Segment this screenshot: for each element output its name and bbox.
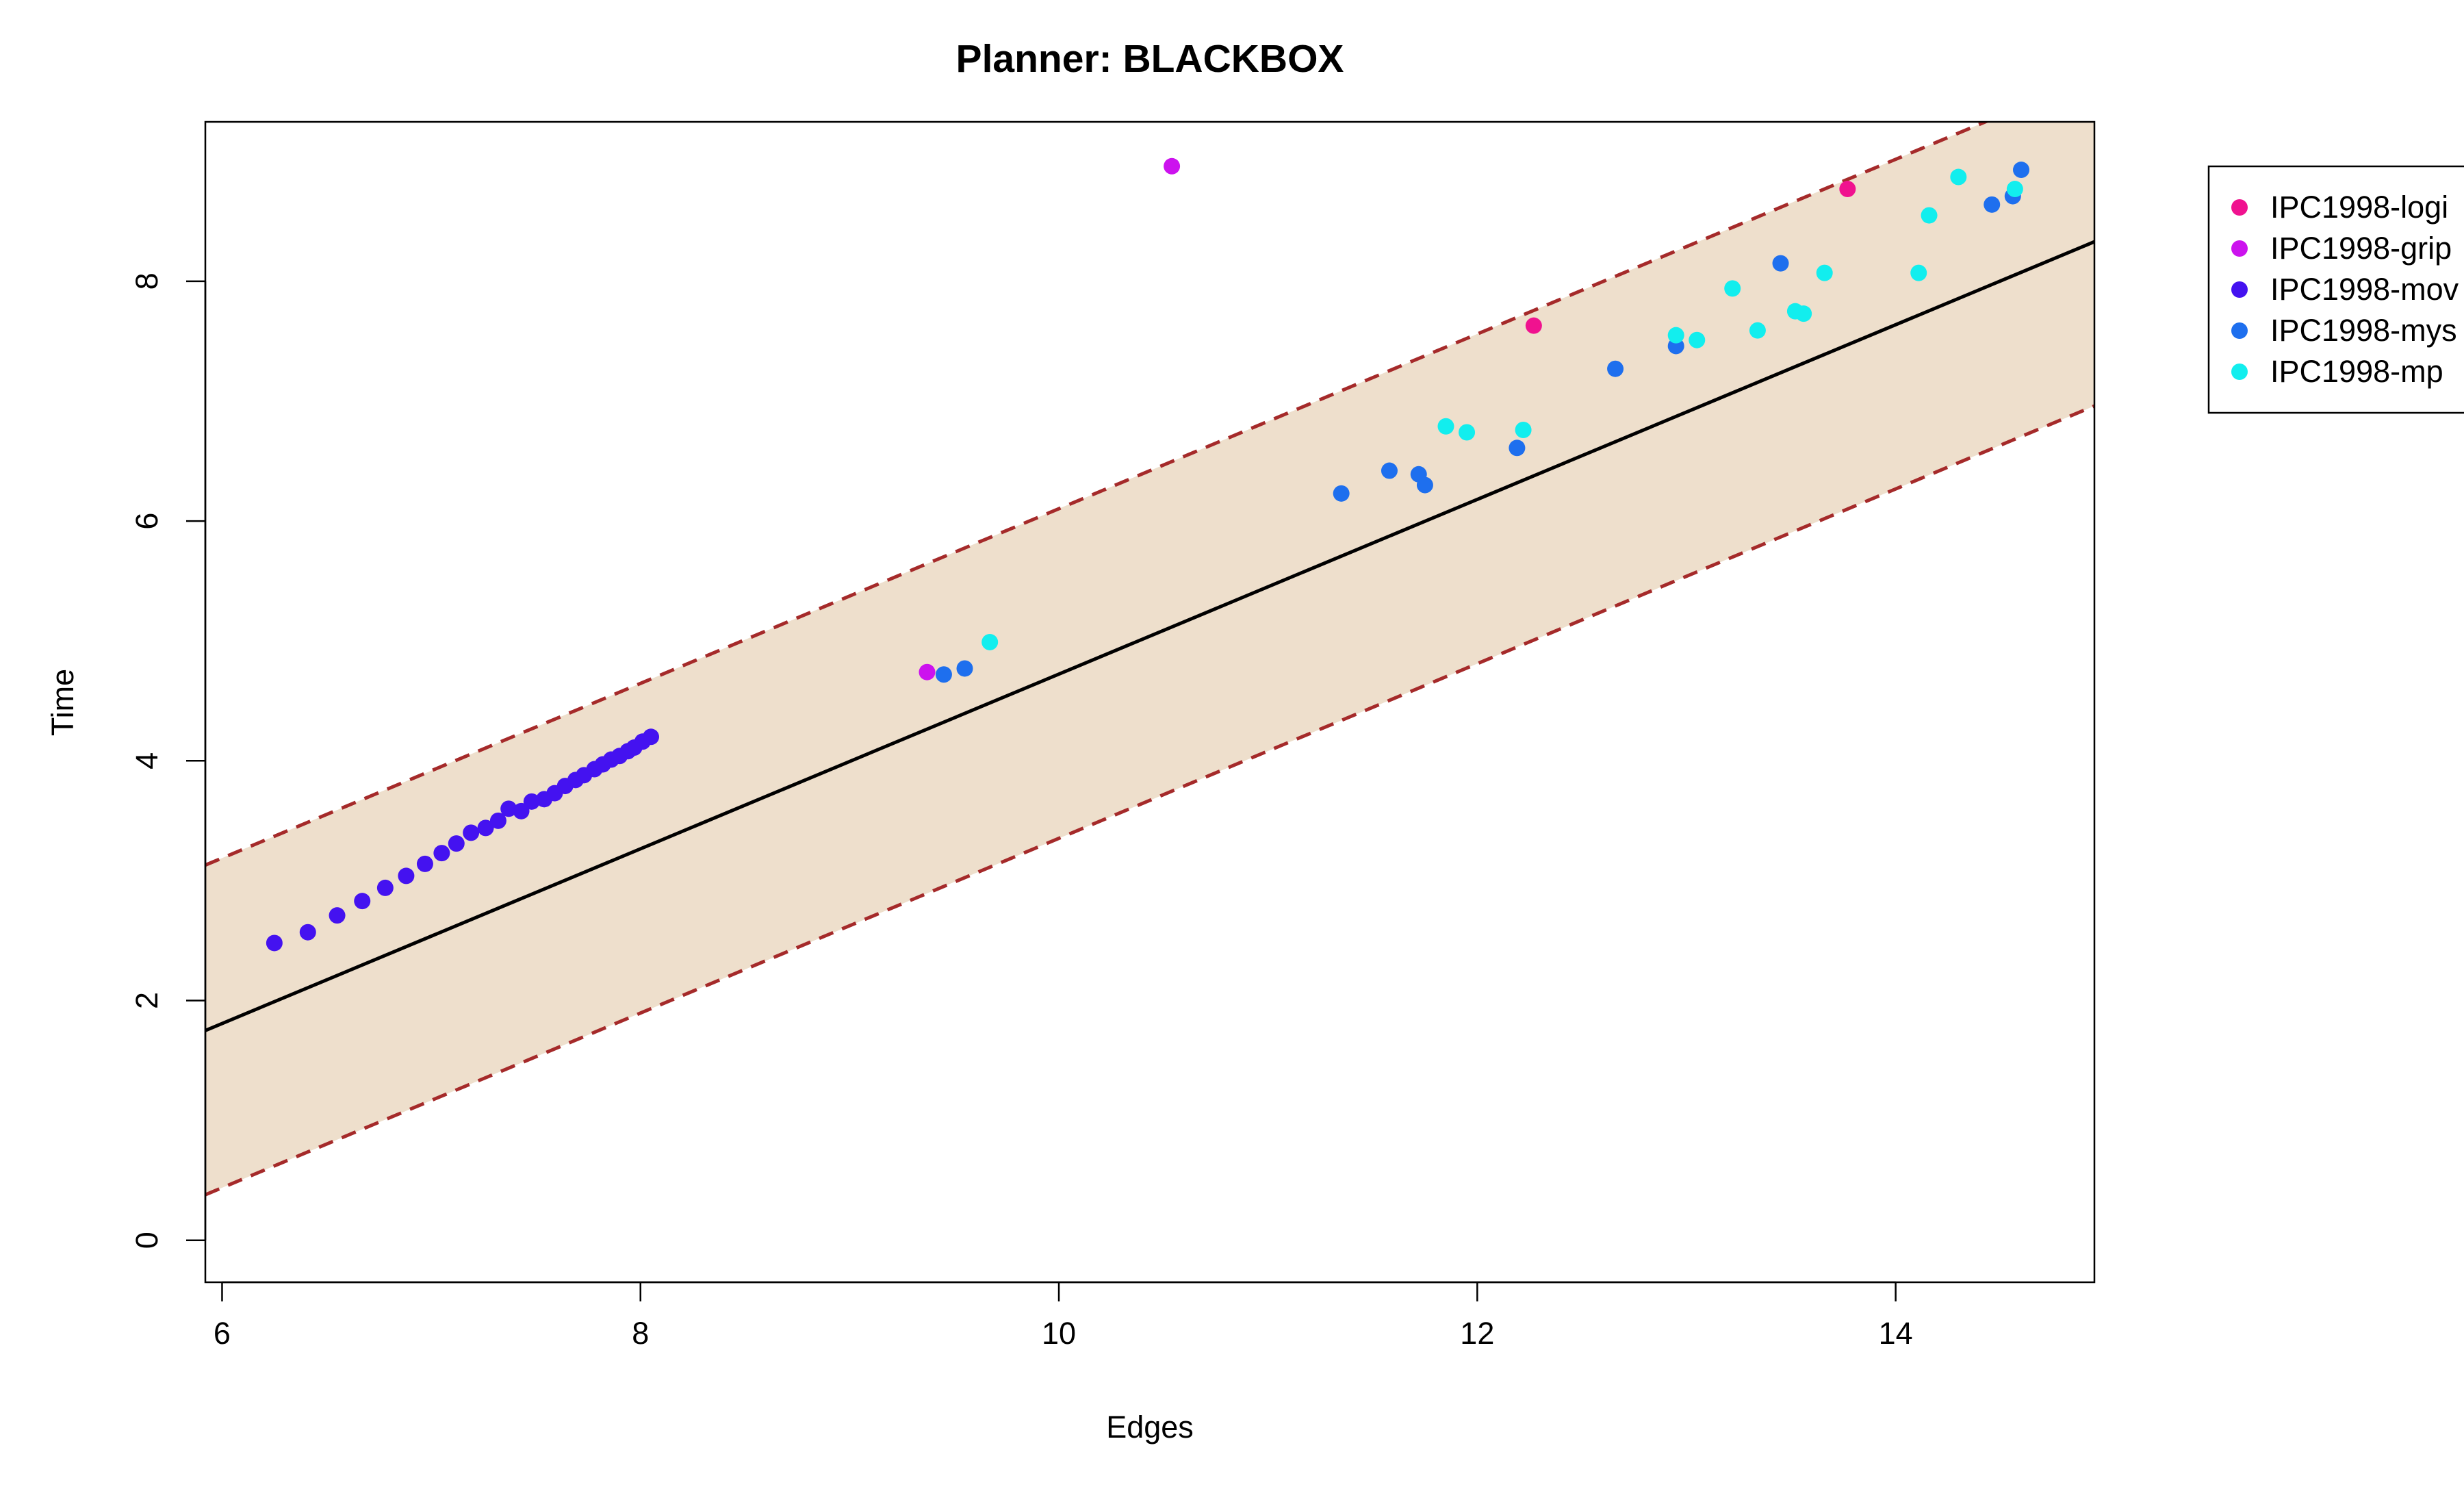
legend-box <box>2207 165 2464 414</box>
line-layer <box>205 122 2094 1197</box>
legend-marker <box>2231 199 2248 216</box>
data-point-3 <box>266 934 283 952</box>
y-tick-label: 4 <box>129 752 164 769</box>
legend-marker <box>2231 281 2248 298</box>
data-point-5 <box>1795 305 1812 322</box>
legend-marker <box>2231 322 2248 339</box>
legend-marker <box>2231 240 2248 257</box>
x-axis: 6 8 10 12 14 <box>214 1281 1913 1351</box>
data-point-4 <box>1607 360 1624 377</box>
data-point-2 <box>1164 157 1181 175</box>
data-point-4 <box>1509 440 1526 457</box>
x-tick-label: 8 <box>632 1316 649 1351</box>
data-point-3 <box>448 835 465 852</box>
data-point-4 <box>1772 255 1789 272</box>
band-layer <box>205 122 2094 1195</box>
data-point-5 <box>1437 418 1454 435</box>
fit-line <box>205 240 2094 1032</box>
data-point-3 <box>416 855 433 872</box>
y-axis: 0 2 4 6 8 <box>129 272 207 1249</box>
data-point-5 <box>1724 280 1741 297</box>
lower-bound-line <box>205 404 2094 1197</box>
data-point-5 <box>1950 168 1967 186</box>
y-tick-label: 0 <box>129 1232 164 1249</box>
data-point-3 <box>477 819 494 837</box>
x-axis-label: Edges <box>1106 1410 1194 1445</box>
legend: IPC1998-logi IPC1998-grip IPC1998-mov IPC19… <box>2207 165 2464 414</box>
y-axis-label: Time <box>45 669 80 736</box>
data-point-5 <box>1910 264 1927 281</box>
data-point-4 <box>1333 485 1350 502</box>
data-point-3 <box>463 824 480 841</box>
x-tick-label: 12 <box>1460 1316 1494 1351</box>
y-tick-label: 8 <box>129 272 164 290</box>
point-layer <box>266 157 2030 952</box>
data-point-3 <box>329 907 346 924</box>
data-point-5 <box>981 633 999 650</box>
data-point-3 <box>299 924 316 941</box>
data-point-4 <box>956 660 973 677</box>
data-point-4 <box>935 666 952 683</box>
data-point-3 <box>433 845 450 862</box>
y-tick-label: 2 <box>129 992 164 1009</box>
data-point-1 <box>1839 181 1856 198</box>
data-point-3 <box>489 812 506 829</box>
legend-label: IPC1998-mp <box>2270 354 2443 389</box>
legend-marker <box>2231 364 2248 380</box>
chart-title: Planner: BLACKBOX <box>956 37 1344 81</box>
data-point-3 <box>376 879 394 896</box>
data-point-4 <box>1381 462 1398 479</box>
data-point-3 <box>513 802 530 819</box>
legend-label: IPC1998-grip <box>2270 231 2452 266</box>
data-point-5 <box>1667 327 1684 344</box>
data-point-4 <box>1416 476 1433 494</box>
data-point-5 <box>1921 207 1938 224</box>
data-point-5 <box>1816 264 1833 281</box>
data-point-5 <box>1459 424 1476 441</box>
data-point-4 <box>2013 162 2030 179</box>
prediction-band <box>205 122 2094 1195</box>
data-point-3 <box>398 867 415 885</box>
data-point-3 <box>354 893 371 910</box>
data-point-5 <box>1515 422 1532 439</box>
legend-label: IPC1998-mov <box>2270 272 2459 307</box>
data-point-5 <box>1749 322 1766 339</box>
data-point-1 <box>1525 317 1542 334</box>
data-point-4 <box>1984 196 2001 213</box>
legend-label: IPC1998-mys <box>2270 313 2457 348</box>
y-tick-label: 6 <box>129 513 164 530</box>
data-point-3 <box>500 800 517 817</box>
data-point-2 <box>919 663 936 680</box>
x-tick-label: 10 <box>1042 1316 1076 1351</box>
upper-bound-line <box>205 122 1990 867</box>
legend-label: IPC1998-logi <box>2270 190 2448 225</box>
data-point-5 <box>2006 181 2023 198</box>
data-point-3 <box>643 728 660 746</box>
x-tick-label: 14 <box>1879 1316 1913 1351</box>
x-tick-label: 6 <box>214 1316 231 1351</box>
data-point-3 <box>523 793 540 810</box>
data-point-5 <box>1689 331 1706 348</box>
